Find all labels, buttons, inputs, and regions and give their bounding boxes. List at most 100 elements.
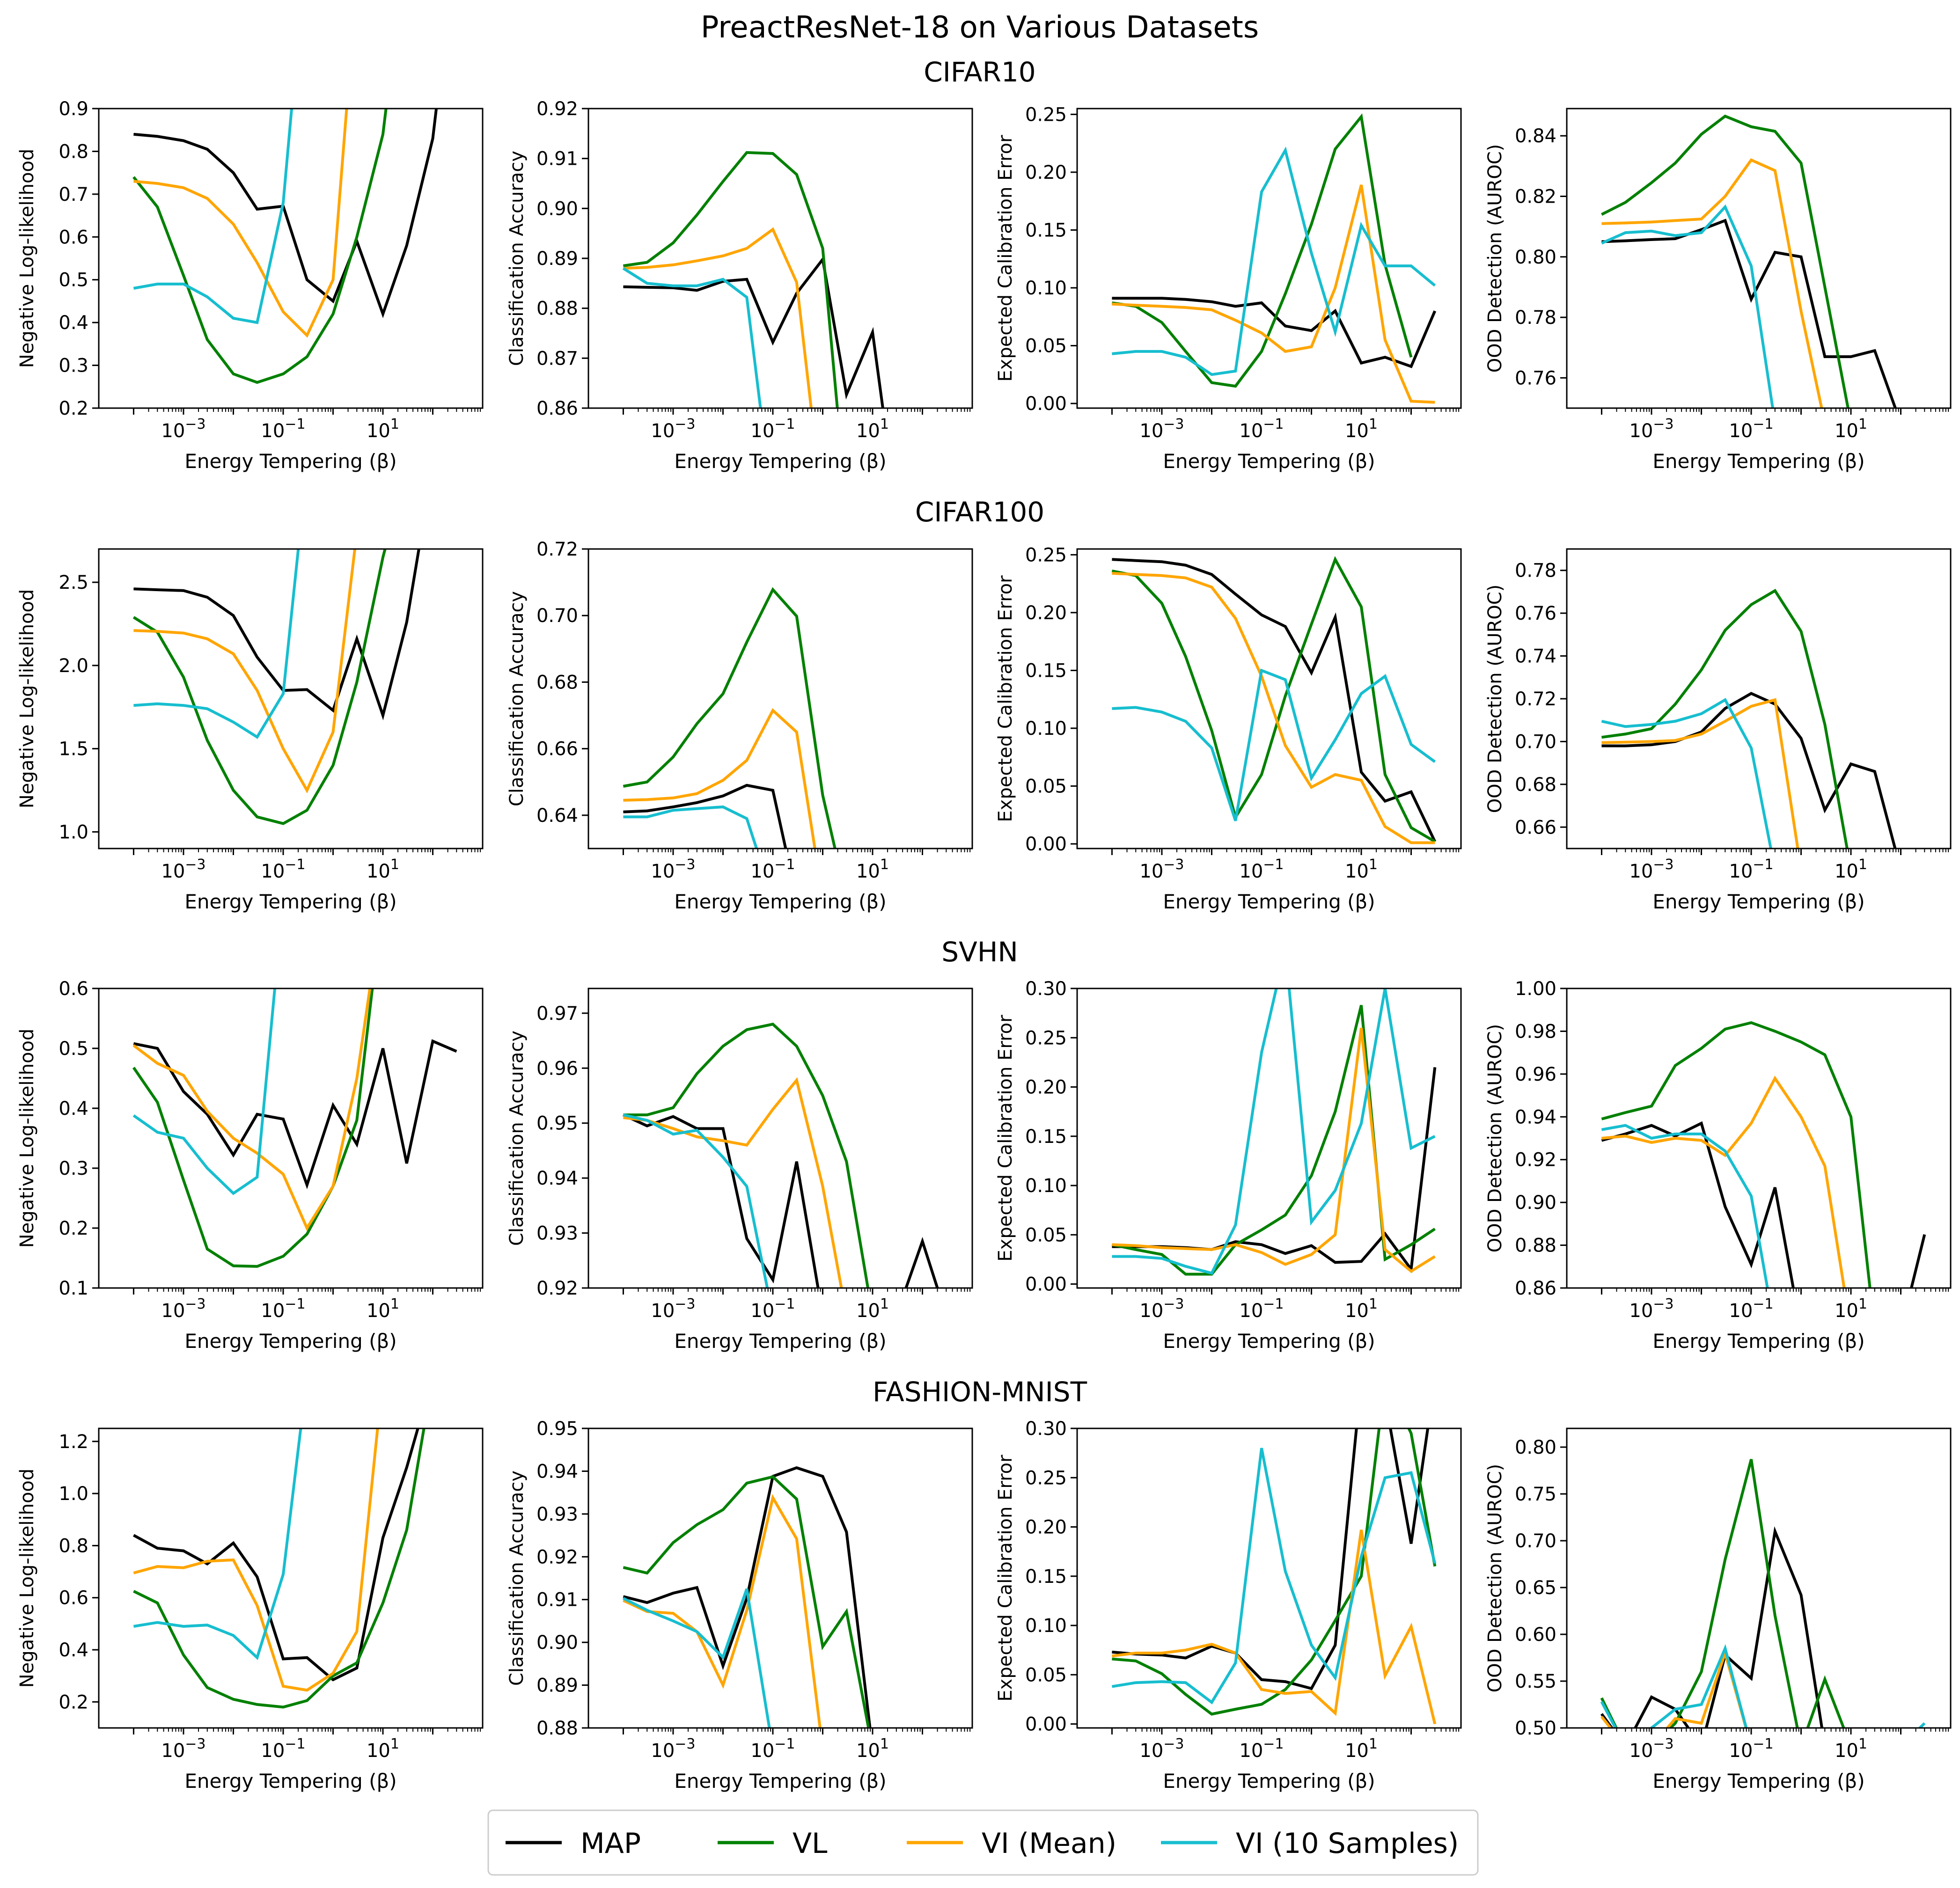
y-tick-label: 0.4 <box>59 1098 88 1120</box>
x-tick-label: 10−3 <box>1629 1736 1674 1762</box>
y-tick-label: 0.10 <box>1025 718 1067 739</box>
legend: MAP VL VI (Mean) VI (10 Samples) <box>487 1809 1479 1876</box>
series-group <box>1111 1428 1437 1725</box>
y-tick-label: 0.05 <box>1025 1664 1067 1686</box>
series-group <box>1601 1021 1926 1288</box>
series-line-vim <box>1601 698 1799 849</box>
series-group <box>132 988 457 1268</box>
y-tick-label: 2.0 <box>59 655 88 677</box>
x-axis-label: Energy Tempering (β) <box>1163 1330 1375 1353</box>
series-line-vl <box>132 109 388 384</box>
x-tick-label: 10−3 <box>1139 416 1184 442</box>
series-line-map <box>623 256 884 408</box>
subplot: 0.00 0.05 0.10 0.15 0.20 0.25 0.30 10−3 10−1 101 E… <box>995 1418 1462 1793</box>
y-axis-label: Expected Calibration Error <box>995 575 1016 822</box>
dataset-title: CIFAR100 <box>915 496 1044 528</box>
series-line-map <box>1601 219 1897 408</box>
x-axis-label: Energy Tempering (β) <box>1652 1770 1865 1793</box>
y-axis-label: Classification Accuracy <box>506 1031 528 1246</box>
x-tick-label: 10−1 <box>1239 1296 1284 1322</box>
y-tick-label: 0.94 <box>1515 1106 1556 1128</box>
x-tick-label: 101 <box>1835 1296 1867 1322</box>
y-tick-label: 0.6 <box>59 1588 88 1609</box>
y-tick-label: 0.15 <box>1025 1126 1067 1148</box>
y-tick-label: 0.88 <box>536 298 578 320</box>
series-line-vis <box>622 267 762 408</box>
x-axis-label: Energy Tempering (β) <box>1163 1770 1375 1793</box>
series-line-vis <box>1111 1448 1437 1705</box>
y-tick-label: 0.90 <box>1515 1192 1556 1214</box>
x-tick-label: 10−3 <box>651 856 695 882</box>
series-line-map <box>623 783 787 849</box>
figure-title: PreactResNet-18 on Various Datasets <box>701 10 1259 45</box>
y-tick-label: 0.98 <box>1515 1021 1556 1042</box>
series-group <box>623 1023 939 1288</box>
y-tick-label: 0.78 <box>1515 560 1556 582</box>
series-line-map <box>132 1428 419 1682</box>
y-tick-label: 0.82 <box>1515 186 1556 207</box>
x-tick-label: 10−1 <box>1729 1736 1773 1762</box>
legend-label-vis: VI (10 Samples) <box>1236 1827 1459 1860</box>
series-line-vim <box>1112 1529 1437 1725</box>
x-tick-label: 10−1 <box>1729 856 1773 882</box>
y-tick-label: 0.75 <box>1515 1484 1556 1505</box>
series-line-vl <box>623 151 839 408</box>
x-tick-label: 10−1 <box>1239 1736 1284 1762</box>
y-tick-label: 0.70 <box>1515 1530 1556 1552</box>
dataset-title: CIFAR10 <box>924 56 1035 88</box>
y-tick-label: 0.20 <box>1025 602 1067 624</box>
series-line-vim <box>623 1077 843 1288</box>
plot-frame <box>1076 988 1462 1289</box>
x-tick-label: 10−1 <box>261 416 305 442</box>
series-group <box>1601 114 1897 408</box>
y-tick-label: 0.55 <box>1515 1671 1556 1692</box>
x-tick-label: 101 <box>1835 416 1867 442</box>
series-line-vis <box>133 1428 302 1661</box>
series-line-vis <box>132 988 277 1195</box>
y-axis-label: OOD Detection (AUROC) <box>1484 1024 1506 1253</box>
x-tick-label: 10−1 <box>1729 1296 1773 1322</box>
series-line-vl <box>1601 1021 1872 1288</box>
x-axis-label: Energy Tempering (β) <box>184 890 396 913</box>
series-line-vim <box>623 227 813 408</box>
y-tick-label: 0.20 <box>1025 1077 1067 1098</box>
subplot: 0.76 0.78 0.80 0.82 0.84 10−3 10−1 101 Energy Te… <box>1484 108 1952 473</box>
x-tick-label: 10−3 <box>1629 1296 1674 1322</box>
series-group <box>1111 113 1437 404</box>
y-tick-label: 0.3 <box>59 1158 88 1179</box>
subplot: 0.86 0.88 0.90 0.92 0.94 0.96 0.98 1.00 10−3 10−1… <box>1484 978 1952 1353</box>
y-tick-label: 0.70 <box>536 605 578 627</box>
y-axis-label: Expected Calibration Error <box>995 1455 1016 1702</box>
y-tick-label: 0.90 <box>536 198 578 220</box>
plot-frame <box>1076 1427 1462 1729</box>
dataset-title: FASHION-MNIST <box>873 1376 1087 1408</box>
x-axis-label: Energy Tempering (β) <box>184 1330 396 1353</box>
series-line-vl <box>1601 589 1849 849</box>
subplot: 0.00 0.05 0.10 0.15 0.20 0.25 10−3 10−1 101 Energ… <box>995 544 1462 913</box>
x-tick-label: 10−1 <box>750 416 795 442</box>
y-tick-label: 0.00 <box>1025 393 1067 415</box>
y-tick-label: 0.76 <box>1515 367 1556 389</box>
x-tick-label: 101 <box>856 856 889 882</box>
y-tick-label: 1.2 <box>59 1431 88 1453</box>
y-tick-label: 0.30 <box>1025 978 1067 1000</box>
series-line-vim <box>1112 184 1435 404</box>
y-tick-label: 0.68 <box>536 672 578 693</box>
x-tick-label: 10−3 <box>1139 1736 1184 1762</box>
y-tick-label: 0.5 <box>59 270 88 291</box>
legend-frame <box>487 1809 1479 1876</box>
x-tick-label: 10−3 <box>1139 856 1184 882</box>
y-tick-label: 0.96 <box>536 1058 578 1079</box>
subplot: 0.92 0.93 0.94 0.95 0.96 0.97 10−3 10−1 101 Energ… <box>506 988 973 1353</box>
y-tick-label: 0.68 <box>1515 774 1556 796</box>
y-tick-label: 0.20 <box>1025 162 1067 183</box>
x-tick-label: 101 <box>1345 416 1378 442</box>
legend-label-map: MAP <box>580 1827 641 1860</box>
y-tick-label: 0.30 <box>1025 1418 1067 1440</box>
y-axis-label: OOD Detection (AUROC) <box>1484 1464 1506 1693</box>
y-tick-label: 0.00 <box>1025 834 1067 855</box>
y-tick-label: 0.7 <box>59 184 88 205</box>
series-line-vis <box>623 805 758 849</box>
x-tick-label: 10−3 <box>1139 1296 1184 1322</box>
x-axis-label: Energy Tempering (β) <box>1163 450 1375 473</box>
